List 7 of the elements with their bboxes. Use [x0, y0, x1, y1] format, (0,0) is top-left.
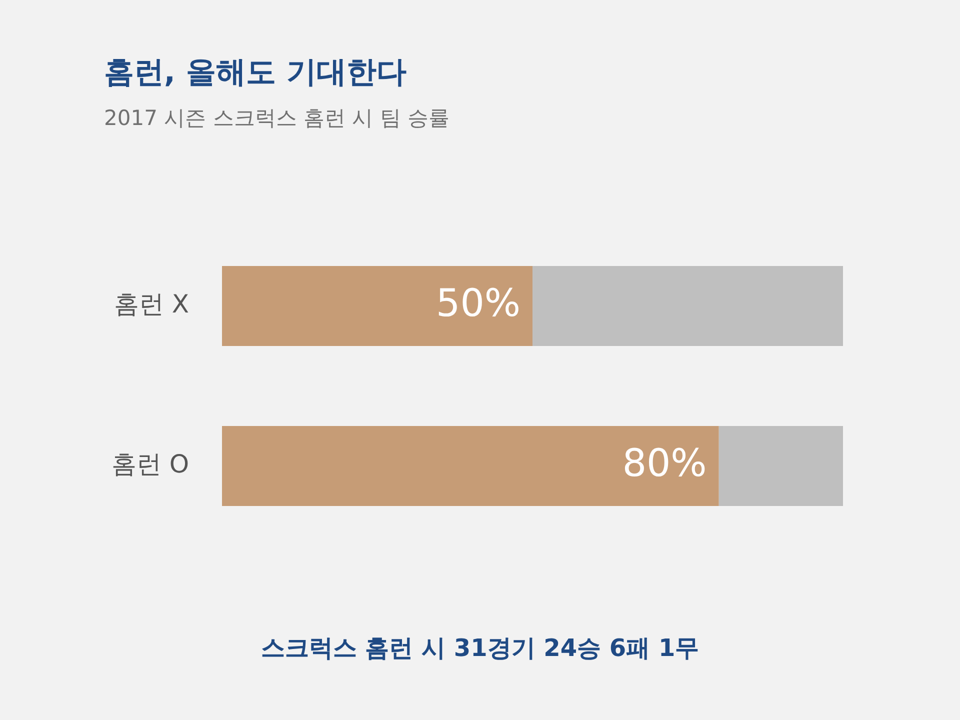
data-label: 80% — [622, 440, 707, 485]
chart-subtitle: 2017 시즌 스크럭스 홈런 시 팀 승률 — [104, 105, 450, 132]
chart-title: 홈런, 올해도 기대한다 — [104, 54, 406, 92]
data-label: 50% — [436, 280, 520, 325]
y-tick-label: 홈런 O — [111, 450, 189, 478]
y-tick-label: 홈런 X — [114, 290, 189, 318]
text: 스크럭스 홈런 시 31경기 24승 6패 1무 — [260, 633, 700, 664]
